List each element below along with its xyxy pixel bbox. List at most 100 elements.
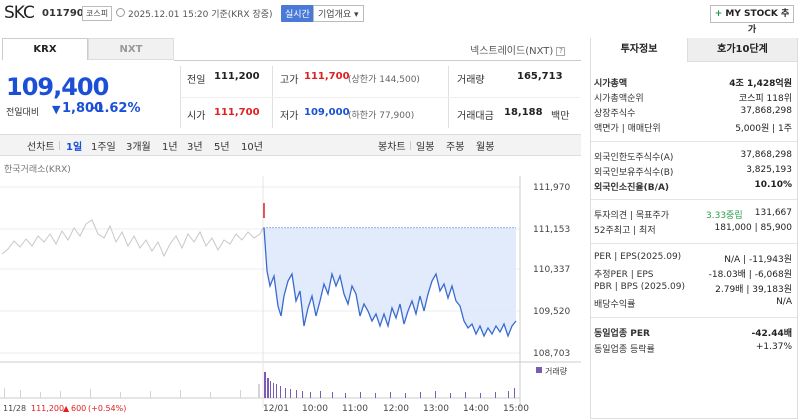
tab-nxt[interactable]: NXT	[88, 38, 174, 60]
prev-close-label: 전일	[187, 75, 206, 86]
info-row: 상장주식수 37,868,298	[594, 106, 794, 120]
x-tick: 10:00	[302, 404, 328, 414]
x-tick: 13:00	[423, 404, 449, 414]
high-value: 111,700	[304, 71, 350, 82]
info-value: 37,868,298	[740, 150, 792, 160]
up-arrow-icon: ▲	[63, 404, 70, 413]
y-tick: 111,970	[533, 183, 570, 193]
info-row: 액면가 | 매매단위 5,000원 | 1주	[594, 121, 794, 135]
divider	[180, 97, 580, 98]
info-label: PBR | BPS (2025.09)	[594, 282, 686, 292]
info-row: 동일업종 등락률 +1.37%	[594, 342, 794, 356]
x-tick: 12/01	[263, 404, 289, 414]
volume-legend-swatch	[536, 367, 542, 373]
period-toolbar	[0, 134, 581, 156]
tab-krx[interactable]: KRX	[2, 38, 88, 60]
info-row: 투자의견 | 목표주가 3.33중립 131,667	[594, 208, 794, 222]
info-row: 동일업종 PER -42.44배	[594, 326, 794, 340]
volume-bars-today	[264, 372, 515, 398]
volume-bars-prev	[4, 384, 260, 398]
upper-limit: (상한가 144,500)	[348, 75, 420, 85]
price-chart[interactable]: 111,970 111,153 110,337 109,520 108,703 …	[0, 176, 582, 419]
prev-day-change: 600	[71, 404, 86, 413]
down-arrow-icon: ▼	[52, 103, 61, 116]
open-value: 111,700	[214, 107, 260, 118]
divider	[591, 243, 797, 244]
volume-value: 165,713	[517, 71, 563, 82]
clock-icon	[116, 8, 125, 17]
volume-label: 거래량	[457, 75, 485, 86]
low-label: 저가	[280, 111, 299, 122]
info-row: 시가총액 4조 1,428억원	[594, 76, 794, 90]
info-value: +1.37%	[755, 342, 792, 352]
divider	[591, 317, 797, 318]
change-value: 1,800	[62, 101, 104, 116]
x-tick: 11:00	[342, 404, 368, 414]
candle-daily[interactable]: 일봉	[416, 142, 435, 153]
stock-name: SKC	[4, 3, 35, 23]
y-tick: 108,703	[533, 349, 570, 359]
info-row: PBR | BPS (2025.09) 2.79배 | 39,183원	[594, 282, 794, 296]
info-label: 추정PER | EPS	[594, 270, 654, 280]
info-label: 동일업종 등락률	[594, 345, 655, 355]
high-label: 고가	[280, 75, 299, 86]
amount-label: 거래대금	[457, 111, 494, 122]
candle-weekly[interactable]: 주봉	[446, 142, 465, 153]
info-label: 외국인보유주식수(B)	[594, 168, 674, 178]
amount-unit: 백만	[551, 111, 570, 122]
prev-day-price: 111,200	[31, 404, 64, 413]
info-label: 시가총액순위	[594, 94, 644, 104]
period-1w[interactable]: 1주일	[91, 142, 116, 153]
realtime-button[interactable]: 실시간	[281, 5, 314, 22]
info-value: 코스피 118위	[738, 94, 792, 104]
stock-code: 011790	[42, 8, 84, 19]
change-percent: -1.62%	[90, 101, 141, 116]
divider	[591, 199, 797, 200]
current-price: 109,400	[6, 73, 109, 101]
x-tick: 15:00	[503, 404, 529, 414]
chart-source: 한국거래소(KRX)	[4, 165, 71, 175]
amount-value: 18,188	[504, 107, 543, 118]
y-tick: 111,153	[533, 225, 570, 235]
help-icon[interactable]: ?	[556, 46, 566, 56]
candle-monthly[interactable]: 월봉	[476, 142, 495, 153]
info-value: 4조 1,428억원	[729, 79, 792, 89]
y-tick: 110,337	[533, 265, 570, 275]
info-value: -42.44배	[751, 329, 792, 339]
nxt-link-label: 넥스트레이드(NXT)	[470, 46, 554, 57]
period-3m[interactable]: 3개월	[126, 142, 151, 153]
candle-chart-label[interactable]: 봉차트	[378, 142, 406, 153]
info-row: 추정PER | EPS -18.03배 | -6,068원	[594, 267, 794, 281]
nxt-link[interactable]: 넥스트레이드(NXT) ?	[470, 42, 566, 57]
add-my-stock-button[interactable]: + MY STOCK 추가	[710, 5, 794, 35]
info-label: 상장주식수	[594, 109, 636, 119]
info-value: 181,000 | 85,900	[714, 223, 792, 233]
line-chart-button[interactable]: 선차트	[27, 142, 55, 153]
info-value: 37,868,298	[740, 106, 792, 116]
volume-legend: 거래량	[545, 366, 568, 376]
add-my-stock-label: MY STOCK 추가	[725, 9, 790, 35]
info-row: 외국인보유주식수(B) 3,825,193	[594, 165, 794, 179]
info-label: 외국인한도주식수(A)	[594, 153, 674, 163]
info-value: 5,000원 | 1주	[735, 124, 792, 134]
period-1d[interactable]: 1일	[66, 142, 83, 153]
info-label: 액면가 | 매매단위	[594, 124, 661, 134]
lower-limit: (하한가 77,900)	[348, 111, 415, 121]
divider	[410, 141, 411, 150]
open-label: 시가	[187, 111, 206, 122]
period-5y[interactable]: 5년	[214, 142, 230, 153]
period-10y[interactable]: 10년	[241, 142, 263, 153]
company-overview-dropdown[interactable]: 기업개요 ▾	[313, 5, 364, 22]
x-tick: 12:00	[383, 404, 409, 414]
period-1y[interactable]: 1년	[162, 142, 178, 153]
info-value: N/A	[776, 297, 792, 307]
info-label: PER | EPS(2025.09)	[594, 252, 682, 262]
info-row: 외국인소진율(B/A) 10.10%	[594, 180, 794, 194]
info-label: 외국인소진율(B/A)	[594, 183, 670, 193]
tab-order-book[interactable]: 호가10단계	[687, 38, 797, 62]
divider	[591, 141, 797, 142]
prev-day-pct: (+0.54%)	[88, 404, 126, 413]
opinion-value: 3.33중립	[706, 211, 743, 221]
period-3y[interactable]: 3년	[187, 142, 203, 153]
tab-investment-info[interactable]: 투자정보	[591, 38, 687, 62]
